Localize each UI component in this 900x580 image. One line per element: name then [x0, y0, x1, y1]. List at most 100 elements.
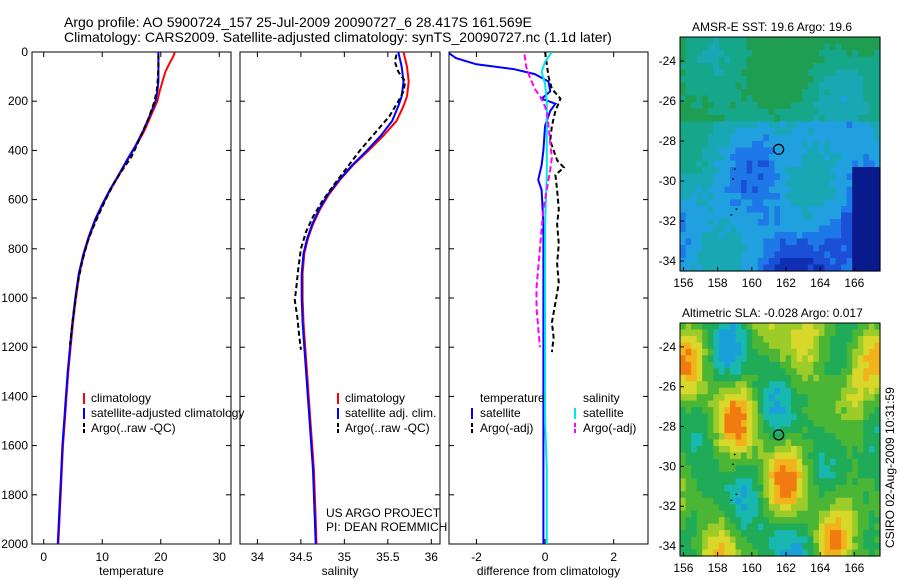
- map-cell: [841, 95, 848, 103]
- map-cell: [846, 69, 853, 77]
- map-cell: [835, 381, 842, 389]
- map-cell: [835, 504, 842, 512]
- map-cell: [718, 355, 726, 363]
- map-cell: [824, 368, 831, 376]
- map-cell: [718, 465, 726, 473]
- map-cell: [774, 63, 781, 71]
- map-cell: [774, 458, 781, 466]
- map-cell: [763, 238, 770, 246]
- map-cell: [763, 323, 770, 331]
- map-cell: [852, 232, 859, 240]
- map-cell: [741, 543, 748, 551]
- map-cell: [841, 193, 848, 201]
- map-cell: [696, 361, 703, 369]
- map-cell: [746, 355, 753, 363]
- map-cell: [846, 219, 853, 227]
- map-cell: [735, 89, 742, 97]
- map-cell: [702, 225, 709, 233]
- map-cell: [768, 76, 776, 84]
- map-cell: [730, 115, 737, 123]
- y-tick-label: 200: [8, 94, 28, 108]
- map-cell: [780, 323, 787, 331]
- map-cell: [824, 329, 831, 337]
- map-cell: [680, 497, 687, 505]
- map-cell: [752, 212, 759, 220]
- map-cell: [813, 180, 820, 188]
- map-cell: [824, 387, 831, 395]
- map-cell: [752, 180, 759, 188]
- map-cell: [841, 76, 848, 84]
- map-cell: [791, 342, 798, 350]
- map-cell: [791, 173, 798, 181]
- map-cell: [874, 433, 881, 441]
- map-cell: [702, 76, 709, 84]
- map-cell: [763, 504, 770, 512]
- map-cell: [730, 206, 737, 214]
- map-cell: [802, 43, 809, 51]
- map-cell: [691, 141, 698, 149]
- map-cell: [724, 471, 731, 479]
- map-cell: [868, 497, 876, 505]
- map-cell: [813, 95, 820, 103]
- map-cell: [802, 387, 809, 395]
- map-cell: [746, 361, 753, 369]
- map-cell: [791, 323, 798, 331]
- map-cell: [713, 50, 720, 58]
- map-cell: [852, 219, 859, 227]
- map-cell: [824, 186, 831, 194]
- map-cell: [768, 484, 776, 492]
- map-cell: [874, 121, 881, 129]
- map-cell: [702, 56, 709, 64]
- map-cell: [857, 56, 864, 64]
- map-cell: [768, 56, 776, 64]
- map-cell: [863, 50, 870, 58]
- map-cell: [791, 355, 798, 363]
- map-cell: [852, 439, 859, 447]
- map-cell: [741, 335, 748, 344]
- map-cell: [802, 530, 809, 538]
- map-cell: [741, 128, 748, 136]
- map-cell: [846, 115, 853, 123]
- map-cell: [713, 199, 720, 207]
- map-cell: [813, 407, 820, 415]
- map-cell: [824, 160, 831, 168]
- map-cell: [846, 342, 853, 350]
- map-cell: [818, 63, 826, 71]
- map-cell: [680, 394, 687, 402]
- map-cell: [813, 102, 820, 110]
- map-cell: [696, 56, 703, 64]
- map-cell: [724, 543, 731, 551]
- map-cell: [718, 491, 726, 499]
- map-cell: [752, 523, 759, 531]
- map-cell: [730, 186, 737, 194]
- map-cell: [763, 199, 770, 207]
- map-cell: [752, 95, 759, 103]
- map-cell: [768, 134, 776, 142]
- map-cell: [746, 530, 753, 538]
- map-cell: [868, 374, 876, 382]
- map-cell: [685, 407, 692, 415]
- map-cell: [702, 258, 709, 266]
- map-cell: [685, 497, 692, 505]
- map-cell: [702, 530, 709, 538]
- map-cell: [802, 232, 809, 240]
- map-cell: [696, 471, 703, 479]
- x-axis-label: difference from climatology: [477, 564, 620, 578]
- map-cell: [846, 180, 853, 188]
- map-cell: [752, 413, 759, 421]
- map-cell: [863, 530, 870, 538]
- map-cell: [852, 426, 859, 434]
- map-cell: [696, 76, 703, 84]
- island-dot: [732, 178, 734, 180]
- map-cell: [713, 407, 720, 415]
- map-cell: [846, 160, 853, 168]
- x-tick-label: 0: [40, 550, 47, 564]
- map-cell: [757, 134, 764, 142]
- map-cell: [785, 323, 792, 331]
- map-cell: [768, 102, 776, 110]
- map-cell: [752, 37, 759, 45]
- map-cell: [746, 186, 753, 194]
- map-cell: [685, 121, 692, 129]
- map-cell: [713, 63, 720, 71]
